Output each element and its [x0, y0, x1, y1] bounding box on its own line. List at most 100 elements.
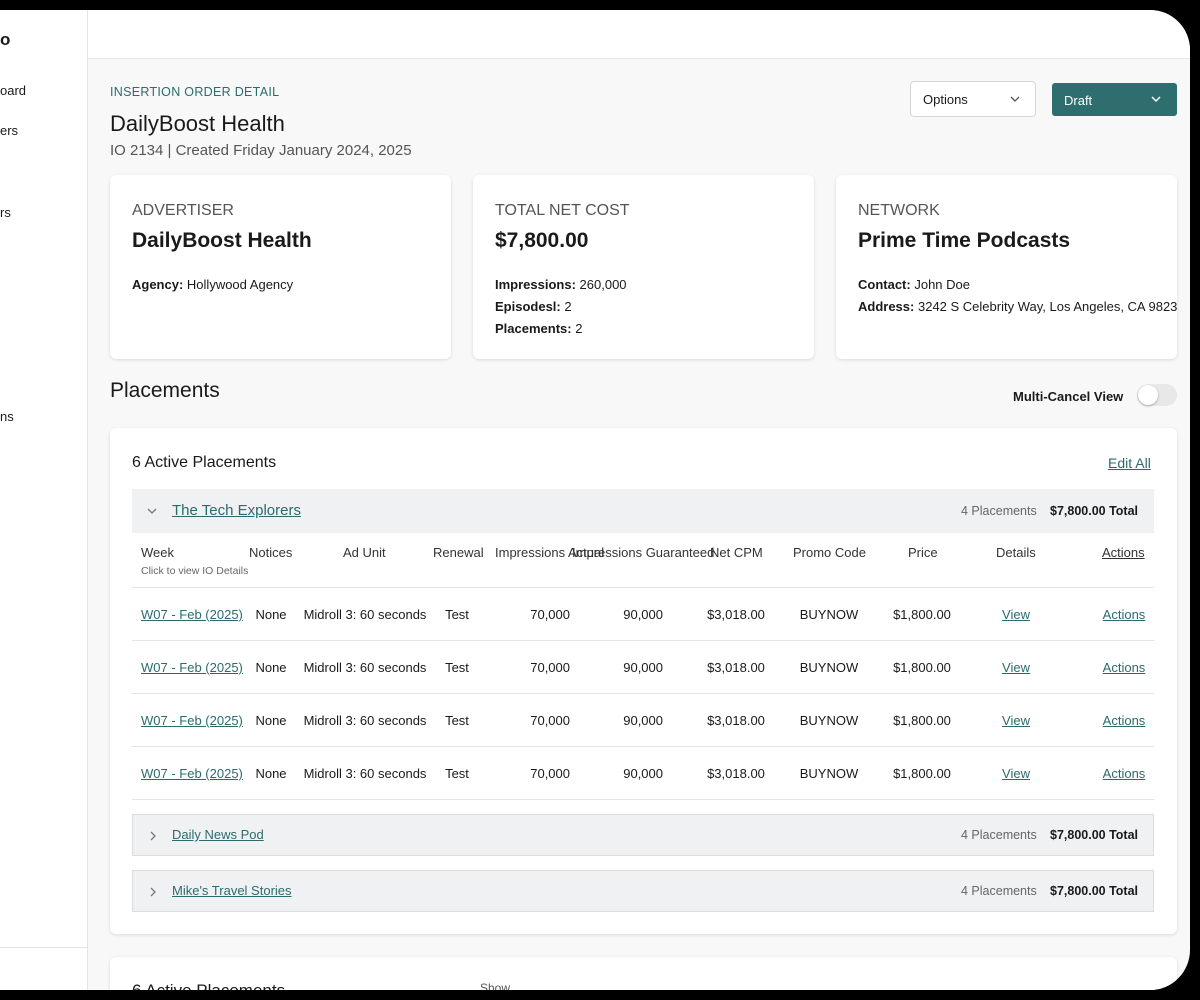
- table-cell: $3,018.00: [707, 766, 765, 781]
- detail-value: 2: [564, 299, 572, 314]
- table-cell: BUYNOW: [799, 713, 859, 728]
- panel-title: 6 Active Placements: [132, 454, 277, 471]
- column-header: Ad Unit: [343, 545, 386, 560]
- card-detail: Contact: John Doe: [858, 277, 970, 292]
- edit-all-link[interactable]: Edit All: [1108, 455, 1151, 471]
- group-header[interactable]: [132, 489, 1154, 533]
- table-cell[interactable]: View: [1002, 713, 1030, 728]
- detail-key: Impressions:: [495, 277, 576, 292]
- panel-title: 6 Active Placements: [132, 981, 285, 990]
- table-cell[interactable]: View: [1002, 607, 1030, 622]
- table-cell: Test: [445, 607, 469, 622]
- section-title: Placements: [110, 379, 220, 402]
- table-cell[interactable]: W07 - Feb (2025): [141, 660, 243, 675]
- placements-panel: 6 Active Placements Edit All The Tech Expl…: [110, 428, 1177, 934]
- column-header: Price: [908, 545, 938, 560]
- group-total: $7,800.00 Total: [1050, 504, 1139, 518]
- toggle-label: Multi-Cancel View: [1013, 389, 1124, 404]
- group-count: 4 Placements: [961, 828, 1037, 842]
- table-cell: 70,000: [530, 607, 570, 622]
- card-detail: Agency: Hollywood Agency: [132, 277, 293, 292]
- card-detail: Impressions: 260,000: [495, 277, 627, 292]
- group-count: 4 Placements: [961, 884, 1037, 898]
- table-cell[interactable]: W07 - Feb (2025): [141, 766, 243, 781]
- table-cell: 90,000: [623, 713, 663, 728]
- column-header: Details: [996, 545, 1036, 560]
- column-header[interactable]: Actions: [1102, 545, 1145, 560]
- row-divider: [132, 640, 1154, 641]
- column-header: Week: [141, 545, 174, 560]
- column-header: Net CPM: [710, 545, 763, 560]
- detail-value: 2: [575, 321, 583, 336]
- group-name[interactable]: Daily News Pod: [172, 827, 264, 842]
- subtitle: IO 2134 | Created Friday January 2024, 2…: [110, 142, 412, 159]
- toggle[interactable]: [1137, 384, 1177, 406]
- row-divider: [132, 587, 1154, 588]
- show-link[interactable]: Show: [480, 981, 511, 990]
- column-header: Notices: [249, 545, 293, 560]
- status-button[interactable]: Draft: [1052, 83, 1177, 116]
- table-cell[interactable]: Actions: [1102, 660, 1146, 675]
- nav-item[interactable]: ers: [0, 123, 19, 138]
- detail-value: John Doe: [914, 277, 970, 292]
- sidebar-divider: [0, 947, 87, 948]
- table-cell: 90,000: [623, 766, 663, 781]
- nav-item[interactable]: rs: [0, 205, 11, 220]
- screen: INSERTION ORDER DETAIL DailyBoost Health…: [0, 10, 1190, 990]
- table-cell[interactable]: Actions: [1102, 607, 1146, 622]
- table-cell: 90,000: [623, 607, 663, 622]
- table-cell: 70,000: [530, 660, 570, 675]
- table-cell: Test: [445, 713, 469, 728]
- sidebar: [0, 10, 88, 990]
- table-cell: None: [255, 607, 287, 622]
- card-value: DailyBoost Health: [132, 229, 312, 252]
- row-divider: [132, 746, 1154, 747]
- card-label: NETWORK: [858, 202, 940, 219]
- options-button[interactable]: Options: [910, 81, 1036, 117]
- summary-card: ADVERTISER DailyBoost Health Agency: Holly…: [110, 175, 451, 359]
- table-cell[interactable]: View: [1002, 766, 1030, 781]
- column-header: Impressions Actual: [495, 545, 605, 560]
- second-panel: 6 Active Placements Show: [110, 957, 1177, 990]
- table-cell: Midroll 3: 60 seconds: [303, 713, 427, 728]
- summary-card: NETWORK Prime Time Podcasts Contact: John …: [836, 175, 1177, 359]
- table-cell: Midroll 3: 60 seconds: [303, 660, 427, 675]
- card-detail: Episodesl: 2: [495, 299, 572, 314]
- group-name[interactable]: The Tech Explorers: [172, 502, 301, 519]
- table-cell[interactable]: Actions: [1102, 713, 1146, 728]
- table-cell: Midroll 3: 60 seconds: [303, 766, 427, 781]
- group-name[interactable]: Mike's Travel Stories: [172, 883, 292, 898]
- card-value: $7,800.00: [495, 229, 589, 252]
- table-cell: Test: [445, 660, 469, 675]
- group-header[interactable]: [132, 814, 1154, 856]
- table-cell: BUYNOW: [799, 660, 859, 675]
- card-detail: Placements: 2: [495, 321, 582, 336]
- detail-key: Agency:: [132, 277, 184, 292]
- detail-value: Hollywood Agency: [186, 277, 294, 292]
- group-total: $7,800.00 Total: [1050, 828, 1139, 842]
- chevron: [1151, 96, 1161, 103]
- group-total: $7,800.00 Total: [1050, 884, 1139, 898]
- table-cell[interactable]: W07 - Feb (2025): [141, 607, 243, 622]
- column-hint: Click to view IO Details: [141, 565, 249, 577]
- nav-item[interactable]: o: [0, 30, 11, 49]
- table-cell[interactable]: View: [1002, 660, 1030, 675]
- card-value: Prime Time Podcasts: [858, 229, 1071, 252]
- page-title: DailyBoost Health: [110, 111, 285, 136]
- status-label: Draft: [1064, 93, 1093, 108]
- eyebrow: INSERTION ORDER DETAIL: [110, 85, 280, 99]
- card-label: ADVERTISER: [132, 202, 234, 219]
- table-cell: 70,000: [530, 766, 570, 781]
- group-header[interactable]: [132, 870, 1154, 912]
- column-header: Impressions Guaranteed: [572, 545, 715, 560]
- table-cell[interactable]: W07 - Feb (2025): [141, 713, 243, 728]
- table-cell[interactable]: Actions: [1102, 766, 1146, 781]
- nav-item[interactable]: oard: [0, 83, 27, 98]
- nav-item[interactable]: ns: [0, 409, 14, 424]
- table-cell: None: [255, 766, 287, 781]
- chevron: [150, 887, 156, 897]
- row-divider: [132, 693, 1154, 694]
- card-detail: Address: 3242 S Celebrity Way, Los Angel…: [858, 299, 1177, 314]
- table-cell: $1,800.00: [893, 713, 951, 728]
